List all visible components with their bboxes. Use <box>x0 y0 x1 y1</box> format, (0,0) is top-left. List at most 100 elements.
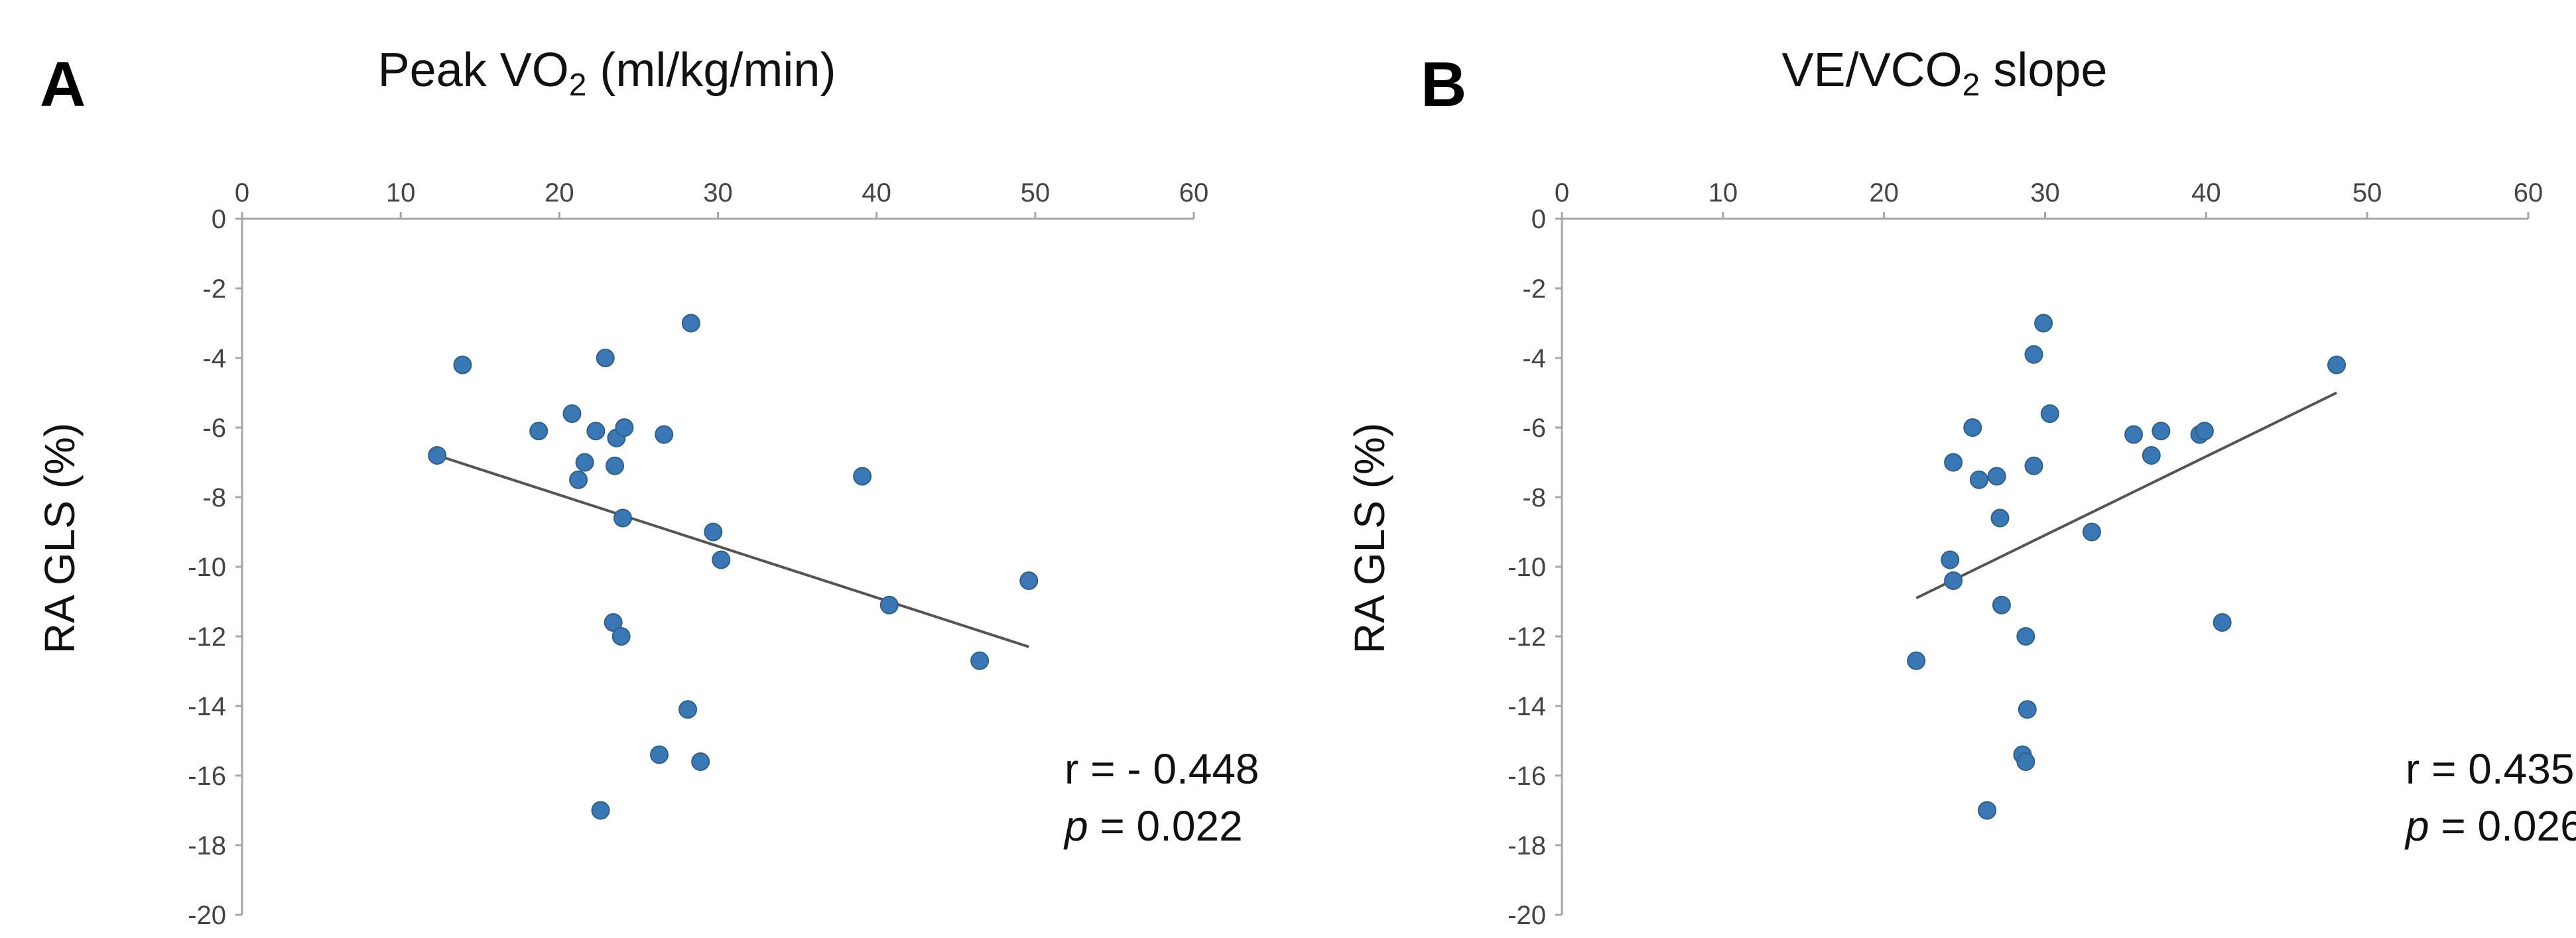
data-point <box>678 700 698 719</box>
data-point <box>2024 456 2043 475</box>
data-point <box>529 422 548 441</box>
x-tick-label: 40 <box>2191 178 2221 207</box>
data-point <box>2152 422 2171 441</box>
data-point <box>615 418 634 437</box>
y-tick-label: -4 <box>202 344 226 373</box>
y-tick-label: 0 <box>212 205 226 234</box>
panel-b: B VE/VCO2 slope RA GLS (%) 0 10 20 30 40 50 60… <box>1288 0 2576 938</box>
data-point <box>613 508 632 528</box>
data-point <box>569 470 588 489</box>
x-tick-label: 60 <box>1179 178 1209 207</box>
y-tick-label: -4 <box>1522 344 1546 373</box>
panel-letter-b: B <box>1421 49 1466 120</box>
trendline-segment <box>1915 391 2337 600</box>
trendline-a <box>436 454 1029 648</box>
trendline-segment <box>436 454 1029 648</box>
y-ticks-b: 0 -2 -4 -6 -8 -10 -12 -14 -16 -18 -20 <box>1508 205 1562 930</box>
data-point <box>1941 550 1960 569</box>
data-point <box>712 550 731 569</box>
data-point <box>591 801 610 820</box>
data-point <box>2040 404 2059 423</box>
chart-title-b: VE/VCO2 slope <box>1782 44 2108 103</box>
data-point <box>1944 453 1963 472</box>
y-tick-label: -10 <box>188 553 226 582</box>
y-tick-label: -18 <box>1508 831 1546 860</box>
trendline-b <box>1915 391 2337 600</box>
y-tick-label: -16 <box>188 762 226 791</box>
r-value-a: r = - 0.448 <box>1064 745 1259 793</box>
data-point <box>2124 425 2144 444</box>
panel-a: A Peak VO2 (ml/kg/min) RA GLS (%) 0 10 20 3… <box>36 44 1259 930</box>
y-axis-label-a: RA GLS (%) <box>36 423 84 654</box>
data-point <box>2213 613 2232 632</box>
y-tick-label: -2 <box>202 274 226 304</box>
data-point <box>1969 470 1988 489</box>
data-point <box>1019 571 1039 590</box>
x-tick-label: 50 <box>1021 178 1051 207</box>
y-tick-label: -18 <box>188 831 226 860</box>
data-point <box>586 422 606 441</box>
points-b <box>1907 314 2347 820</box>
y-tick-label: -12 <box>188 622 226 652</box>
data-point <box>428 446 447 465</box>
data-point <box>691 752 710 771</box>
x-tick-label: 20 <box>1869 178 1899 207</box>
data-point <box>1963 418 1982 437</box>
y-tick-label: 0 <box>1531 205 1546 234</box>
y-tick-label: -2 <box>1522 274 1546 304</box>
y-tick-label: -8 <box>202 483 226 512</box>
y-tick-label: -8 <box>1522 483 1546 512</box>
data-point <box>2016 627 2035 646</box>
data-point <box>681 314 700 333</box>
scatter-chart-a: A Peak VO2 (ml/kg/min) RA GLS (%) 0 10 20 3… <box>36 44 1259 930</box>
data-point <box>2327 355 2347 375</box>
y-tick-label: -16 <box>1508 762 1546 791</box>
p-value-b: p = 0.026 <box>2404 802 2576 850</box>
x-tick-label: 10 <box>386 178 416 207</box>
x-tick-label: 10 <box>1708 178 1738 207</box>
data-point <box>606 456 625 475</box>
x-tick-label: 50 <box>2352 178 2382 207</box>
y-axis-label-b: RA GLS (%) <box>1346 423 1393 654</box>
data-point <box>704 522 723 542</box>
data-point <box>650 745 669 764</box>
data-point <box>2016 752 2035 771</box>
data-point <box>2018 700 2037 719</box>
points-a <box>428 314 1039 820</box>
data-point <box>879 595 899 615</box>
scatter-chart-b: B VE/VCO2 slope RA GLS (%) 0 10 20 30 40 50 60… <box>1346 44 2576 930</box>
y-tick-label: -14 <box>188 692 226 721</box>
r-value-b: r = 0.435 <box>2406 745 2574 793</box>
x-tick-label: 30 <box>703 178 733 207</box>
x-ticks-a: 0 10 20 30 40 50 60 <box>235 178 1208 219</box>
x-tick-label: 20 <box>545 178 574 207</box>
data-point <box>1990 508 2010 528</box>
data-point <box>596 349 615 367</box>
x-tick-label: 0 <box>1555 178 1569 207</box>
data-point <box>1992 595 2011 615</box>
data-point <box>2195 422 2214 441</box>
p-value-a: p = 0.022 <box>1063 802 1243 850</box>
data-point <box>2024 345 2043 364</box>
data-point <box>453 355 472 375</box>
y-tick-label: -6 <box>202 414 226 443</box>
y-tick-label: -20 <box>1508 901 1546 930</box>
y-ticks-a: 0 -2 -4 -6 -8 -10 -12 -14 -16 -18 -20 <box>188 205 242 930</box>
data-point <box>2142 446 2161 465</box>
data-point <box>1907 651 1926 670</box>
y-tick-label: -14 <box>1508 692 1546 721</box>
x-tick-label: 0 <box>235 178 249 207</box>
x-tick-label: 30 <box>2030 178 2060 207</box>
y-tick-label: -20 <box>188 901 226 930</box>
data-point <box>612 627 631 646</box>
data-point <box>1944 571 1963 590</box>
panel-letter-a: A <box>40 49 86 120</box>
x-tick-label: 60 <box>2514 178 2544 207</box>
data-point <box>655 425 674 444</box>
y-tick-label: -12 <box>1508 622 1546 652</box>
y-tick-label: -10 <box>1508 553 1546 582</box>
data-point <box>604 613 623 632</box>
data-point <box>2082 522 2101 542</box>
x-ticks-b: 0 10 20 30 40 50 60 <box>1555 178 2543 219</box>
data-point <box>853 467 872 486</box>
